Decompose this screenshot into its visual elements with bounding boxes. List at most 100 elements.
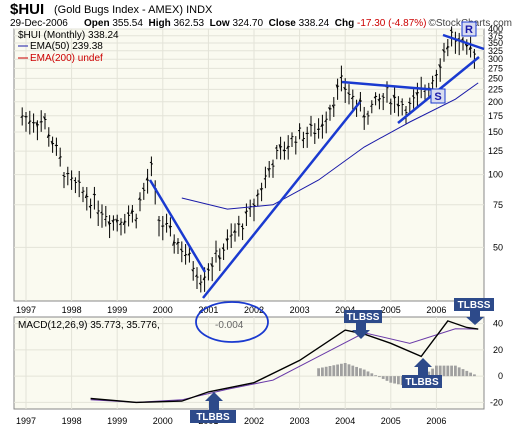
ohlc-open-tick: [138, 197, 141, 200]
ohlc-open-tick: [88, 205, 92, 209]
ohlc-open-tick: [145, 176, 149, 181]
macd-histogram: [317, 363, 476, 387]
ohlc-open-tick: [259, 188, 263, 191]
ohlc-open-tick: [290, 137, 293, 140]
histogram-bar: [336, 364, 339, 377]
histogram-bar: [393, 376, 396, 384]
histogram-bar: [450, 365, 453, 377]
ema50-line: [181, 82, 479, 210]
tlbss-label-2: TLBSS: [458, 300, 491, 311]
ohlc-open-tick: [214, 252, 217, 255]
ohlc-open-tick: [43, 116, 46, 121]
price-tick-label: 225: [488, 84, 503, 94]
ohlc-open-tick: [263, 178, 266, 180]
ohlc-open-tick: [134, 219, 137, 222]
tlbbs-label-1: TLBBS: [196, 412, 230, 423]
price-grid: [14, 28, 484, 301]
year-tick-label: 2000: [153, 305, 173, 315]
ohlc-open-tick: [115, 218, 118, 224]
ohlc-open-tick: [377, 98, 380, 102]
price-tick-label: 250: [488, 73, 503, 83]
histogram-bar: [473, 374, 476, 377]
histogram-bar: [317, 368, 320, 377]
price-tick-label: 100: [488, 170, 503, 180]
macd-panel: [13, 316, 485, 410]
histogram-bar: [438, 365, 442, 377]
year-tick-label: 2003: [290, 416, 310, 426]
year-tick-label: 2005: [381, 305, 401, 315]
tlbbs-callout-2001: TLBBS: [190, 392, 236, 423]
ohlc-open-tick: [202, 276, 206, 281]
ohlc-open-tick: [206, 268, 209, 271]
ohlc-open-tick: [404, 109, 407, 111]
ohlc-open-tick: [210, 263, 213, 268]
histogram-bar: [378, 376, 381, 378]
price-tick-label: 75: [493, 200, 503, 210]
histogram-bar: [362, 369, 366, 377]
macd-tick-label: 20: [493, 345, 503, 355]
ohlc-open-tick: [46, 133, 50, 139]
year-tick-label: 1998: [62, 305, 82, 315]
ohlc-open-tick: [191, 269, 194, 272]
ohlc-open-tick: [449, 29, 452, 32]
price-tick-label: 325: [488, 46, 503, 56]
price-tick-label: 200: [488, 97, 503, 107]
ohlc-open-tick: [278, 144, 282, 150]
ohlc-open-tick: [126, 212, 129, 215]
tlbbs-label-2: TLBBS: [405, 377, 439, 388]
ohlc-open-tick: [335, 84, 339, 89]
ohlc-open-tick: [366, 113, 369, 115]
ohlc-open-tick: [301, 139, 304, 142]
ohlc-open-tick: [176, 241, 179, 245]
histogram-bar: [381, 376, 385, 379]
ohlc-open-tick: [244, 211, 247, 215]
year-tick-label: 2002: [244, 305, 264, 315]
ohlc-open-tick: [331, 104, 335, 109]
ohlc-open-tick: [445, 45, 449, 50]
ohlc-open-tick: [267, 167, 270, 172]
macd-tick-label: 0: [498, 371, 503, 381]
ohlc-open-tick: [275, 146, 278, 149]
histogram-bar: [427, 371, 431, 377]
ohlc-open-tick: [141, 187, 145, 190]
macd-line: [90, 320, 479, 404]
price-tick-label: 300: [488, 54, 503, 64]
ohlc-open-tick: [350, 96, 354, 100]
ohlc-open-tick: [434, 74, 437, 77]
ohlc-open-tick: [240, 225, 243, 228]
year-tick-label: 2001: [198, 305, 218, 315]
histogram-bar: [340, 363, 343, 377]
ohlc-open-tick: [464, 43, 468, 48]
histogram-bar: [457, 367, 461, 377]
ohlc-open-tick: [39, 121, 42, 123]
year-tick-label: 2003: [290, 305, 310, 315]
ohlc-open-tick: [50, 140, 54, 146]
ohlc-open-tick: [255, 193, 259, 197]
histogram-bar: [355, 366, 358, 377]
trendline-up-2001: [202, 101, 361, 299]
histogram-bar: [374, 375, 377, 377]
ohlc-open-tick: [271, 162, 274, 166]
price-tick-label: 400: [488, 24, 503, 34]
ohlc-open-tick: [27, 120, 31, 125]
price-legend: $HUI (Monthly) 338.24 EMA(50) 239.38 EMA…: [18, 30, 119, 64]
ohlc-open-tick: [73, 179, 76, 182]
ohlc-open-tick: [282, 149, 285, 152]
histogram-bar: [446, 365, 450, 377]
histogram-bar: [465, 370, 469, 377]
ohlc-open-tick: [119, 222, 122, 226]
ohlc-open-tick: [370, 105, 373, 107]
year-tick-label: 1998: [62, 416, 82, 426]
r-label-box: R: [461, 21, 477, 37]
year-tick-label: 2002: [244, 416, 264, 426]
year-tick-label: 1997: [16, 416, 36, 426]
ohlc-open-tick: [236, 223, 240, 226]
year-tick-label: 1997: [16, 305, 36, 315]
ohlc-open-tick: [58, 156, 61, 160]
ohlc-open-tick: [225, 238, 228, 242]
histogram-bar: [389, 376, 393, 383]
ohlc-open-tick: [130, 208, 133, 215]
ohlc-open-tick: [388, 101, 392, 105]
price-tick-label: 175: [488, 111, 503, 121]
macd-axis: 40 20 0 -20: [490, 319, 503, 408]
